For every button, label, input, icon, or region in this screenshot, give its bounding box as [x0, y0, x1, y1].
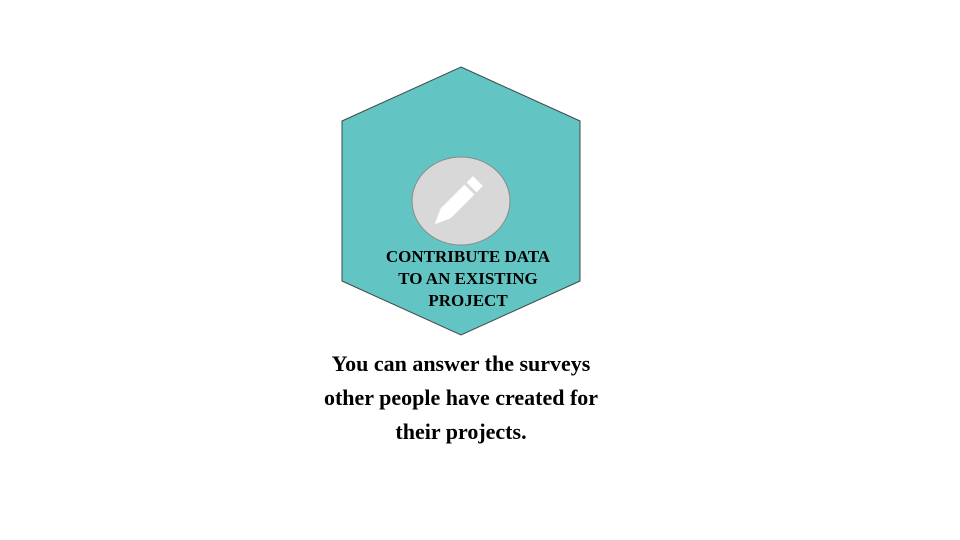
description-text: You can answer the surveys other people … [323, 351, 599, 444]
pencil-icon [411, 156, 511, 246]
card-title: CONTRIBUTE DATA TO AN EXISTING PROJECT [385, 247, 551, 310]
